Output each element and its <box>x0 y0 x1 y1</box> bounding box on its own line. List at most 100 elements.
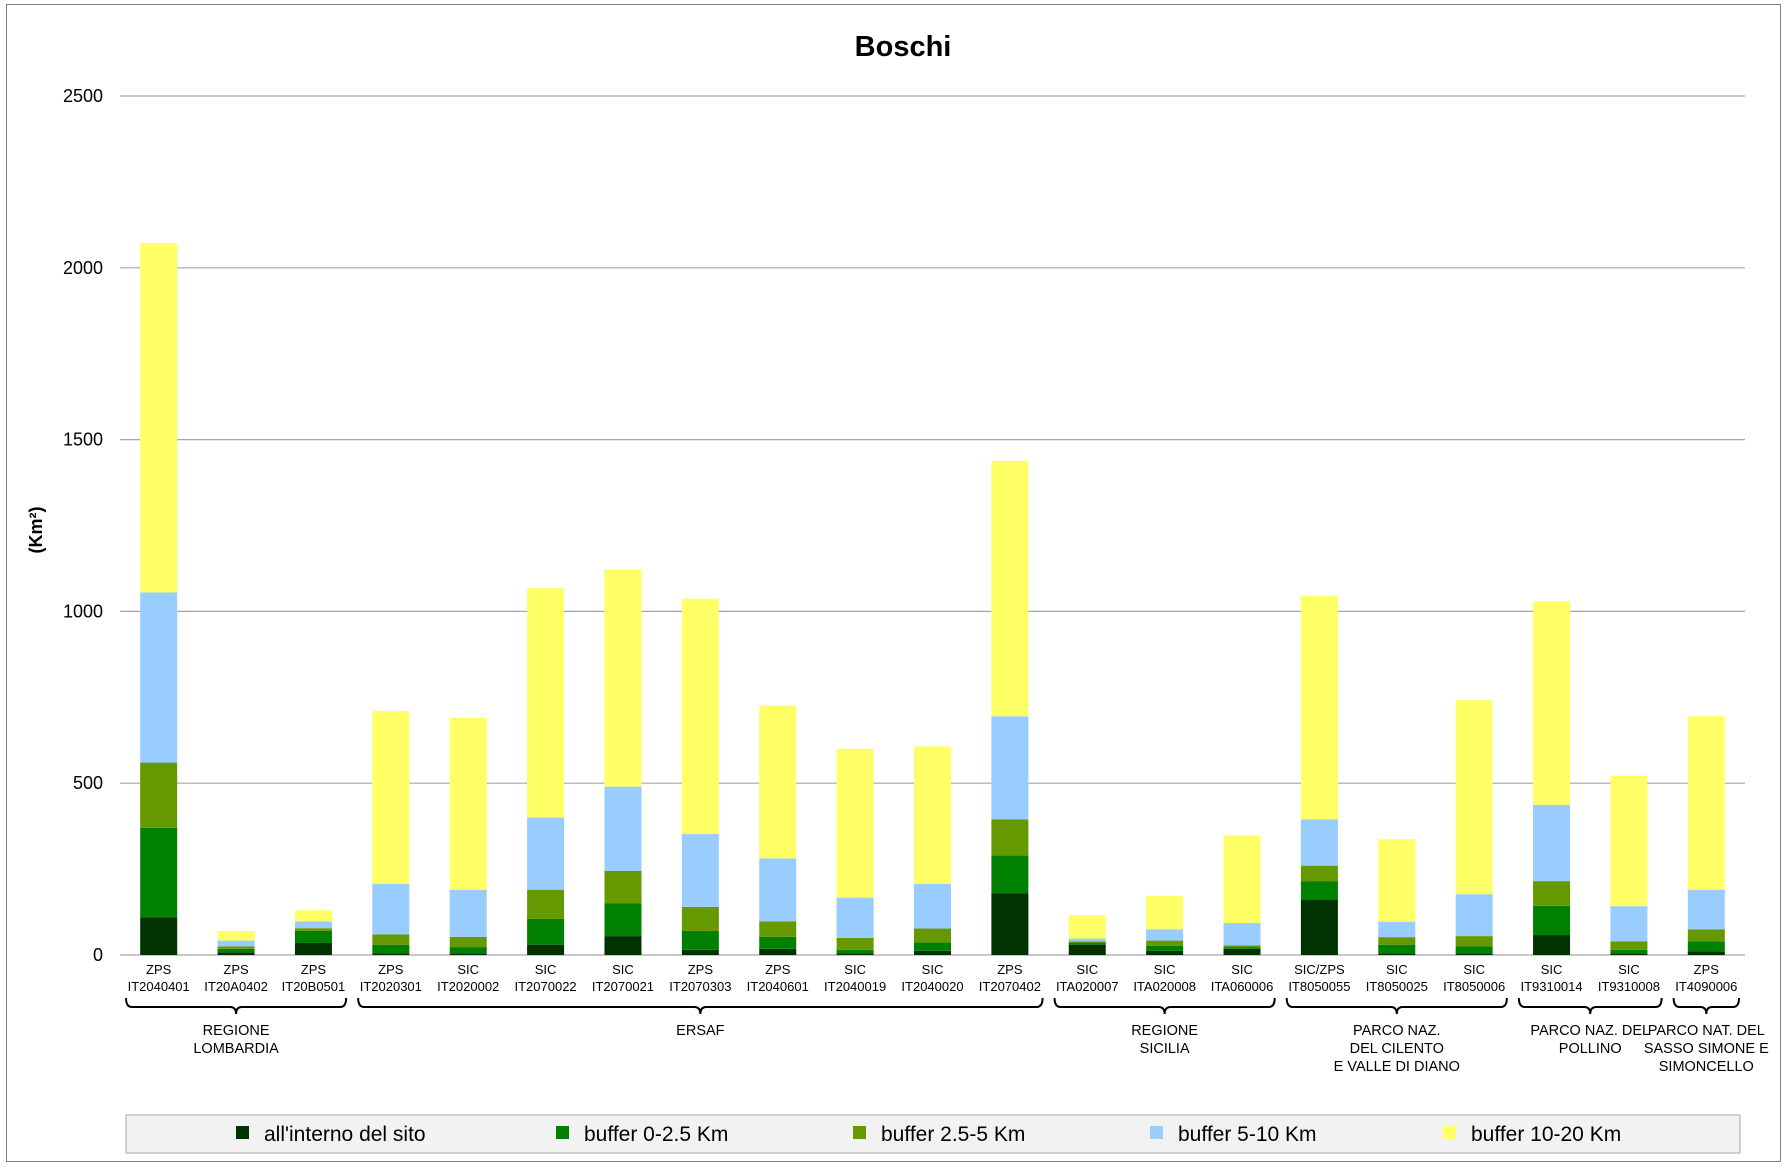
bar-segment <box>1223 947 1261 949</box>
bar-segment <box>604 786 642 871</box>
legend-swatch <box>853 1126 866 1139</box>
x-tick-label: SIC IT2070021 <box>592 962 654 994</box>
x-tick-label: ZPS IT20A0402 <box>204 962 268 994</box>
bar-segment <box>449 947 487 954</box>
legend-swatch <box>1443 1126 1456 1139</box>
bar-segment <box>1300 819 1338 866</box>
bar-segment <box>1223 835 1261 924</box>
bar-segment <box>1146 895 1184 930</box>
bar-segment <box>759 936 797 949</box>
bar-segment <box>1068 942 1106 945</box>
x-tick-label: ZPS IT4090006 <box>1675 962 1737 994</box>
bar-segment <box>527 588 565 818</box>
chart-frame <box>6 4 1781 1162</box>
bar-segment <box>681 930 719 950</box>
bar-segment <box>604 870 642 904</box>
bar-segment <box>1610 953 1648 955</box>
bar-segment <box>681 834 719 907</box>
bar-segment <box>1533 935 1571 955</box>
bar-segment <box>372 934 410 945</box>
bars <box>140 243 1725 955</box>
bar-segment <box>1533 804 1571 882</box>
bar-segment <box>1223 948 1261 955</box>
bar-segment <box>217 930 255 941</box>
bar-segment <box>681 598 719 835</box>
bar-segment <box>1068 938 1106 942</box>
bar-segment <box>294 910 332 922</box>
x-tick-label: SIC IT9310014 <box>1520 962 1582 994</box>
bar-segment <box>991 855 1029 894</box>
bar-segment <box>449 953 487 955</box>
group-brace <box>357 997 1044 1015</box>
bar-segment <box>527 817 565 890</box>
bar-segment <box>681 949 719 955</box>
bar-segment <box>836 949 874 954</box>
group-brace <box>1285 997 1508 1015</box>
bar-segment <box>1378 937 1416 945</box>
bar-segment <box>836 937 874 950</box>
bar-segment <box>1687 951 1725 955</box>
bar-segment <box>759 948 797 955</box>
bar-segment <box>991 716 1029 820</box>
bar-segment <box>372 711 410 884</box>
bar-segment <box>140 762 178 828</box>
bar-segment <box>217 940 255 947</box>
bar-segment <box>527 889 565 919</box>
y-tick-label: 2000 <box>63 258 103 278</box>
bar-segment <box>217 948 255 953</box>
bar-segment <box>604 569 642 787</box>
x-tick-label: ZPS IT20B0501 <box>282 962 346 994</box>
bar-segment <box>759 858 797 922</box>
legend-box <box>125 1114 1741 1154</box>
x-tick-label: SIC IT2040020 <box>901 962 963 994</box>
bar-segment <box>1687 889 1725 930</box>
bar-segment <box>217 946 255 949</box>
bar-segment <box>1223 945 1261 948</box>
x-tick-label: SIC/ZPS IT8050055 <box>1288 962 1350 994</box>
group-label: REGIONE SICILIA <box>1131 1023 1198 1057</box>
legend-swatch <box>236 1126 249 1139</box>
bar-segment <box>1610 949 1648 954</box>
bar-segment <box>914 883 951 929</box>
legend: all'interno del sito buffer 0-2.5 Km buffe… <box>125 1114 1741 1154</box>
group-label: PARCO NAT. DEL SASSO SIMONE E SIMONCELLO <box>1644 1023 1769 1075</box>
legend-label: buffer 10-20 Km <box>1471 1123 1621 1146</box>
group-braces: REGIONE LOMBARDIA ERSAF REGIONE SICILIA PARCO… <box>125 997 1769 1075</box>
bar-segment <box>372 953 410 955</box>
bar-segment <box>836 897 874 938</box>
bar-segment <box>1455 936 1493 947</box>
bar-segment <box>1378 839 1416 922</box>
bar-segment <box>372 883 410 935</box>
bar-segment <box>1533 881 1571 906</box>
x-tick-label: ZPS IT2020301 <box>360 962 422 994</box>
bar-segment <box>1068 941 1106 943</box>
bar-segment <box>1146 940 1184 946</box>
bar-segment <box>1378 953 1416 955</box>
x-tick-label: SIC IT2020002 <box>437 962 499 994</box>
bar-segment <box>1687 941 1725 952</box>
bar-segment <box>140 243 178 593</box>
bar-segment <box>1146 945 1184 951</box>
x-tick-label: SIC IT8050025 <box>1366 962 1428 994</box>
bar-segment <box>1687 929 1725 942</box>
x-tick-label: ZPS IT2040601 <box>747 962 809 994</box>
group-brace <box>1517 997 1663 1015</box>
bar-segment <box>294 930 332 943</box>
bar-segment <box>1455 946 1493 954</box>
bar-segment <box>1300 865 1338 882</box>
bar-segment <box>449 889 487 937</box>
chart-title: Boschi <box>855 31 952 63</box>
x-tick-label: SIC ITA060006 <box>1211 962 1274 994</box>
bar-segment <box>1455 894 1493 937</box>
x-tick-label: ZPS IT2070402 <box>979 962 1041 994</box>
bar-segment <box>604 936 642 955</box>
bar-segment <box>681 906 719 931</box>
bar-segment <box>1300 595 1338 820</box>
x-tick-label: ZPS IT2070303 <box>669 962 731 994</box>
legend-swatch <box>556 1126 569 1139</box>
bar-segment <box>372 944 410 954</box>
legend-label: buffer 5-10 Km <box>1178 1123 1317 1146</box>
y-tick-label: 1000 <box>63 601 103 621</box>
bar-segment <box>140 827 178 918</box>
